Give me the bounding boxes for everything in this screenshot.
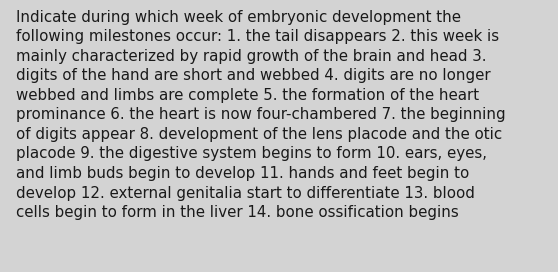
Text: Indicate during which week of embryonic development the
following milestones occ: Indicate during which week of embryonic …	[16, 10, 505, 220]
